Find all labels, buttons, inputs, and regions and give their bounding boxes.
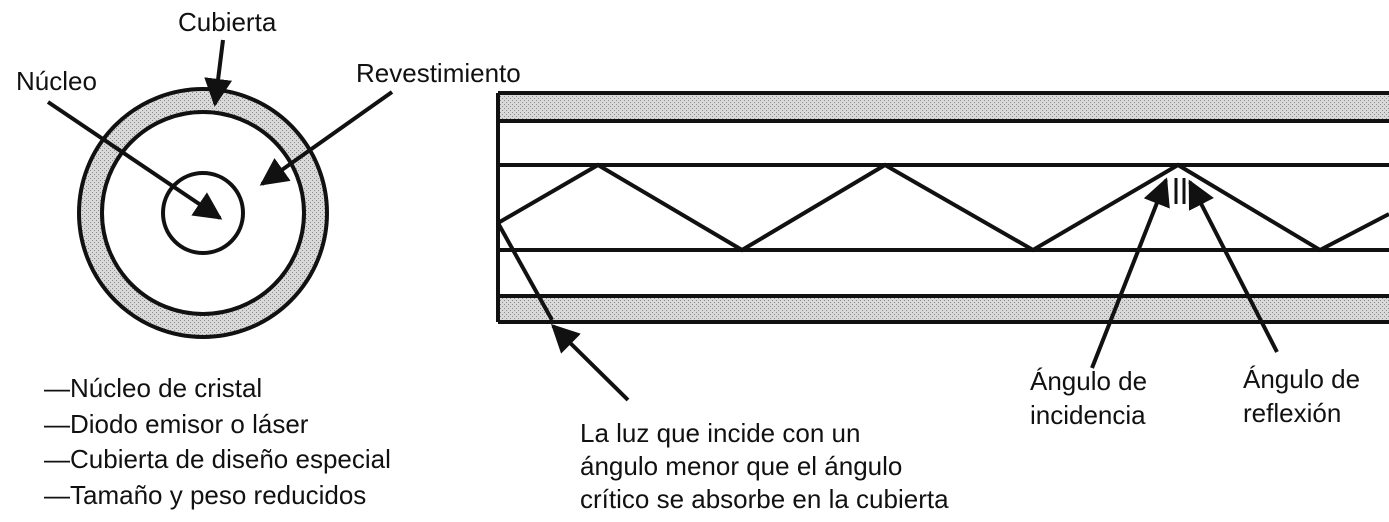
arrow-cubierta <box>204 39 233 107</box>
label-angulo-reflexion: Ángulo de <box>1243 364 1360 394</box>
arrow-reflection <box>1188 179 1279 353</box>
absorption-note-line: ángulo menor que el ángulo <box>580 451 902 481</box>
absorption-note: La luz que incide con un ángulo menor qu… <box>580 418 949 514</box>
label-angulo-incidencia: incidencia <box>1030 400 1146 430</box>
light-ray-path <box>496 162 1389 253</box>
arrow-revestimiento <box>259 90 394 186</box>
jacket-top <box>498 93 1389 121</box>
arrow-incidence <box>1090 177 1170 369</box>
jacket-bottom <box>498 296 1389 322</box>
arrow-nucleo <box>46 100 223 220</box>
feature-item: —Tamaño y peso reducidos <box>44 480 366 510</box>
label-angulo-incidencia: Ángulo de <box>1030 366 1147 396</box>
absorption-note-line: crítico se absorbe en la cubierta <box>580 484 949 514</box>
core-circle <box>161 171 245 255</box>
absorbed-ray <box>496 222 554 321</box>
label-cubierta: Cubierta <box>178 7 277 37</box>
label-angulo-reflexion: reflexión <box>1243 398 1341 428</box>
fiber-cross-section <box>77 87 329 339</box>
fiber-longitudinal-view <box>496 91 1389 324</box>
feature-list: —Núcleo de cristal —Diodo emisor o láser… <box>44 373 391 510</box>
feature-item: —Diodo emisor o láser <box>44 409 309 439</box>
label-revestimiento: Revestimiento <box>356 58 521 88</box>
feature-item: —Núcleo de cristal <box>44 373 262 403</box>
feature-item: —Cubierta de diseño especial <box>44 444 391 474</box>
label-nucleo: Núcleo <box>16 66 97 96</box>
absorption-note-line: La luz que incide con un <box>580 418 860 448</box>
arrow-absorption <box>551 324 630 402</box>
